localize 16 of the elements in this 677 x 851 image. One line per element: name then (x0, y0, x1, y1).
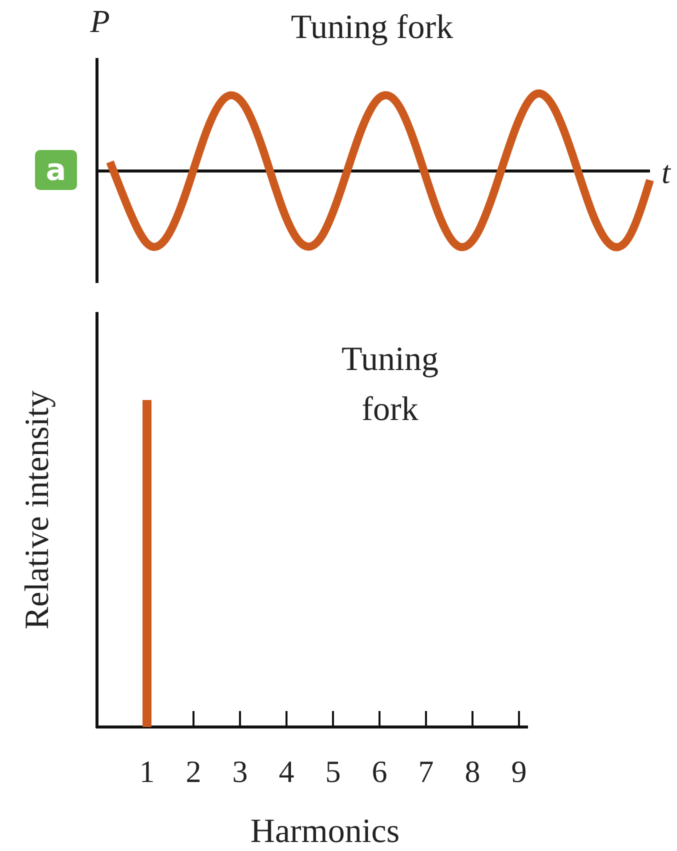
text: a (46, 153, 66, 188)
x-axis-title: t (662, 154, 672, 190)
x-tick-label: 1 (139, 754, 155, 789)
x-tick-label: 5 (325, 754, 341, 789)
chart-title: Tuning fork (341, 341, 439, 428)
x-tick-label: 6 (372, 754, 388, 789)
x-tick-label: 7 (418, 754, 434, 789)
x-tick-label: 4 (278, 754, 295, 789)
x-tick-label: 9 (511, 754, 527, 789)
chart-title: Tuning fork (290, 9, 454, 46)
x-tick-label: 8 (464, 754, 480, 789)
x-tick-label: 3 (232, 754, 248, 789)
x-tick-label: 2 (186, 754, 202, 789)
x-axis-title: Harmonics (250, 813, 400, 850)
y-axis-title: Relative intensity (19, 390, 56, 630)
y-axis-title: P (89, 3, 110, 39)
